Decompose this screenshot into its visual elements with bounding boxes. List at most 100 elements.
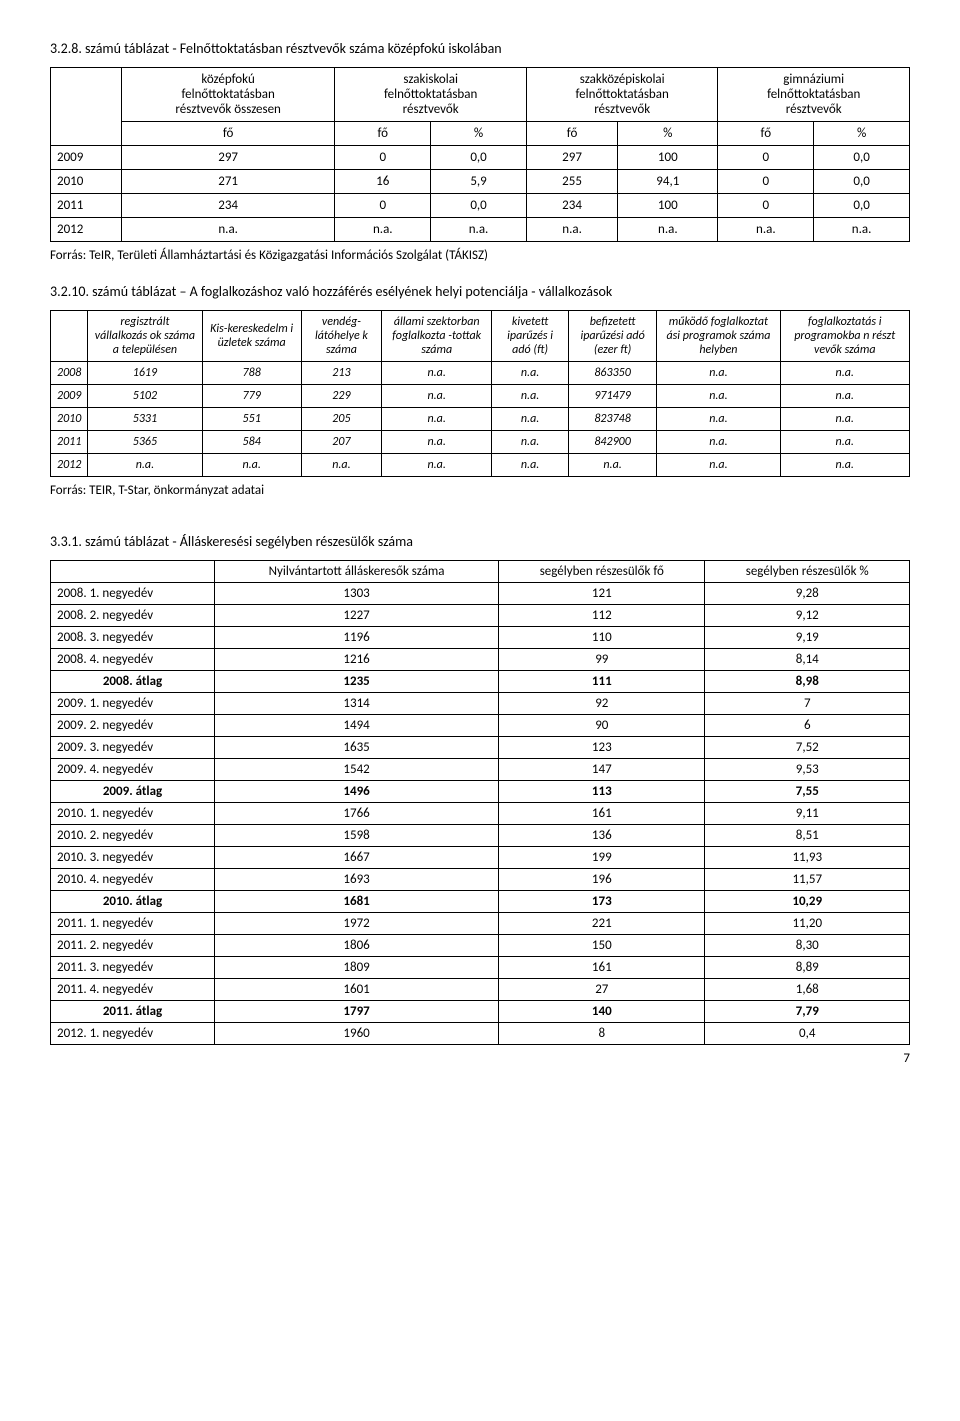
table-cell: 7 [705, 693, 910, 715]
table-enterprises: regisztrált vállalkozás ok száma a telep… [50, 310, 910, 477]
table-row: 2009. 4. negyedév15421479,53 [51, 759, 910, 781]
table-cell: 100 [618, 146, 718, 170]
table-cell: n.a. [780, 362, 910, 385]
table-cell: 9,12 [705, 605, 910, 627]
col-header: vendég-látóhelye k száma [301, 311, 381, 362]
table-cell: n.a. [780, 408, 910, 431]
col-header: Nyilvántartott álláskeresők száma [215, 561, 499, 583]
table-cell: 0 [718, 170, 814, 194]
table-cell: 207 [301, 431, 381, 454]
table-jobseekers: Nyilvántartott álláskeresők száma segély… [50, 560, 910, 1045]
table-cell: 1809 [215, 957, 499, 979]
table-cell: 161 [499, 803, 705, 825]
sub-header: % [814, 122, 910, 146]
col-header: felnőttoktatásban [576, 87, 669, 102]
col-header: középfokú [201, 72, 254, 87]
table-cell: 2012. 1. negyedév [51, 1023, 215, 1045]
table-cell: n.a. [382, 385, 492, 408]
table-cell: 99 [499, 649, 705, 671]
table-cell: 0,0 [814, 170, 910, 194]
table-cell: 1216 [215, 649, 499, 671]
table-cell: n.a. [492, 385, 569, 408]
col-header: állami szektorban foglalkozta -tottak sz… [382, 311, 492, 362]
table-cell: 5331 [88, 408, 202, 431]
table-cell: 147 [499, 759, 705, 781]
table-cell: 863350 [568, 362, 657, 385]
section-title: 3.2.10. számú táblázat – A foglalkozásho… [50, 283, 910, 300]
table-cell: n.a. [780, 385, 910, 408]
table-cell: 5365 [88, 431, 202, 454]
table-cell: 5,9 [431, 170, 527, 194]
table-cell: 2008. 3. negyedév [51, 627, 215, 649]
table-cell: 1494 [215, 715, 499, 737]
table-cell: 8,89 [705, 957, 910, 979]
table-cell: 199 [499, 847, 705, 869]
sub-header: % [431, 122, 527, 146]
table-cell: 2011. átlag [51, 1001, 215, 1023]
table-row: 2009. 3. negyedév16351237,52 [51, 737, 910, 759]
col-header: résztvevők [403, 102, 459, 117]
table-cell: 2010 [51, 408, 88, 431]
table-cell: 2009 [51, 146, 122, 170]
col-header: szakközépiskolai [580, 72, 665, 87]
table-cell: 1766 [215, 803, 499, 825]
table-cell: n.a. [431, 218, 527, 242]
table-cell: 2012 [51, 218, 122, 242]
table-cell: 150 [499, 935, 705, 957]
table-cell: 297 [121, 146, 334, 170]
table-cell: 173 [499, 891, 705, 913]
table-cell: 788 [202, 362, 301, 385]
table-cell: n.a. [657, 362, 780, 385]
table-cell: 2008. 1. negyedév [51, 583, 215, 605]
table-row: 2008. 1. negyedév13031219,28 [51, 583, 910, 605]
table-row: 2008. 2. negyedév12271129,12 [51, 605, 910, 627]
table-cell: 7,55 [705, 781, 910, 803]
table-row: 2010. átlag168117310,29 [51, 891, 910, 913]
table-cell: 92 [499, 693, 705, 715]
sub-header: % [618, 122, 718, 146]
table-cell: 1797 [215, 1001, 499, 1023]
col-header: felnőttoktatásban [181, 87, 274, 102]
table-cell: 196 [499, 869, 705, 891]
table-cell: 1303 [215, 583, 499, 605]
table-cell: 0 [718, 146, 814, 170]
table-cell: 9,28 [705, 583, 910, 605]
col-header: Kis-kereskedelm i üzletek száma [202, 311, 301, 362]
col-header: segélyben részesülők % [705, 561, 910, 583]
table-cell: 16 [335, 170, 431, 194]
table-cell: 1619 [88, 362, 202, 385]
table-adult-education: középfokú felnőttoktatásban résztvevők ö… [50, 67, 910, 242]
col-header: regisztrált vállalkozás ok száma a telep… [88, 311, 202, 362]
col-header: foglalkoztatás i programokba n részt vev… [780, 311, 910, 362]
section-title: 3.2.8. számú táblázat - Felnőttoktatásba… [50, 40, 910, 57]
table-cell: 9,11 [705, 803, 910, 825]
table-cell: 1667 [215, 847, 499, 869]
table-cell: 0 [335, 194, 431, 218]
table-row: 200929700,029710000,0 [51, 146, 910, 170]
table-cell: 1960 [215, 1023, 499, 1045]
table-cell: 94,1 [618, 170, 718, 194]
table-cell: 121 [499, 583, 705, 605]
table-cell: 7,79 [705, 1001, 910, 1023]
table-cell: n.a. [780, 454, 910, 477]
table-cell: 2009. 4. negyedév [51, 759, 215, 781]
table-cell: 2011 [51, 194, 122, 218]
table-row: 2008. 3. negyedév11961109,19 [51, 627, 910, 649]
table-cell: n.a. [382, 431, 492, 454]
table-cell: 11,57 [705, 869, 910, 891]
table-row: 2010. 1. negyedév17661619,11 [51, 803, 910, 825]
table-cell: n.a. [568, 454, 657, 477]
table-cell: n.a. [382, 362, 492, 385]
table-cell: 2009. átlag [51, 781, 215, 803]
table-row: 201123400,023410000,0 [51, 194, 910, 218]
table-cell: 1598 [215, 825, 499, 847]
table-cell: n.a. [618, 218, 718, 242]
table-cell: 221 [499, 913, 705, 935]
table-cell: n.a. [335, 218, 431, 242]
table-cell: 0,4 [705, 1023, 910, 1045]
table-cell: 2011. 2. negyedév [51, 935, 215, 957]
table-cell: n.a. [814, 218, 910, 242]
table-cell: n.a. [382, 454, 492, 477]
table-cell: 2010. 4. negyedév [51, 869, 215, 891]
table-cell: 823748 [568, 408, 657, 431]
